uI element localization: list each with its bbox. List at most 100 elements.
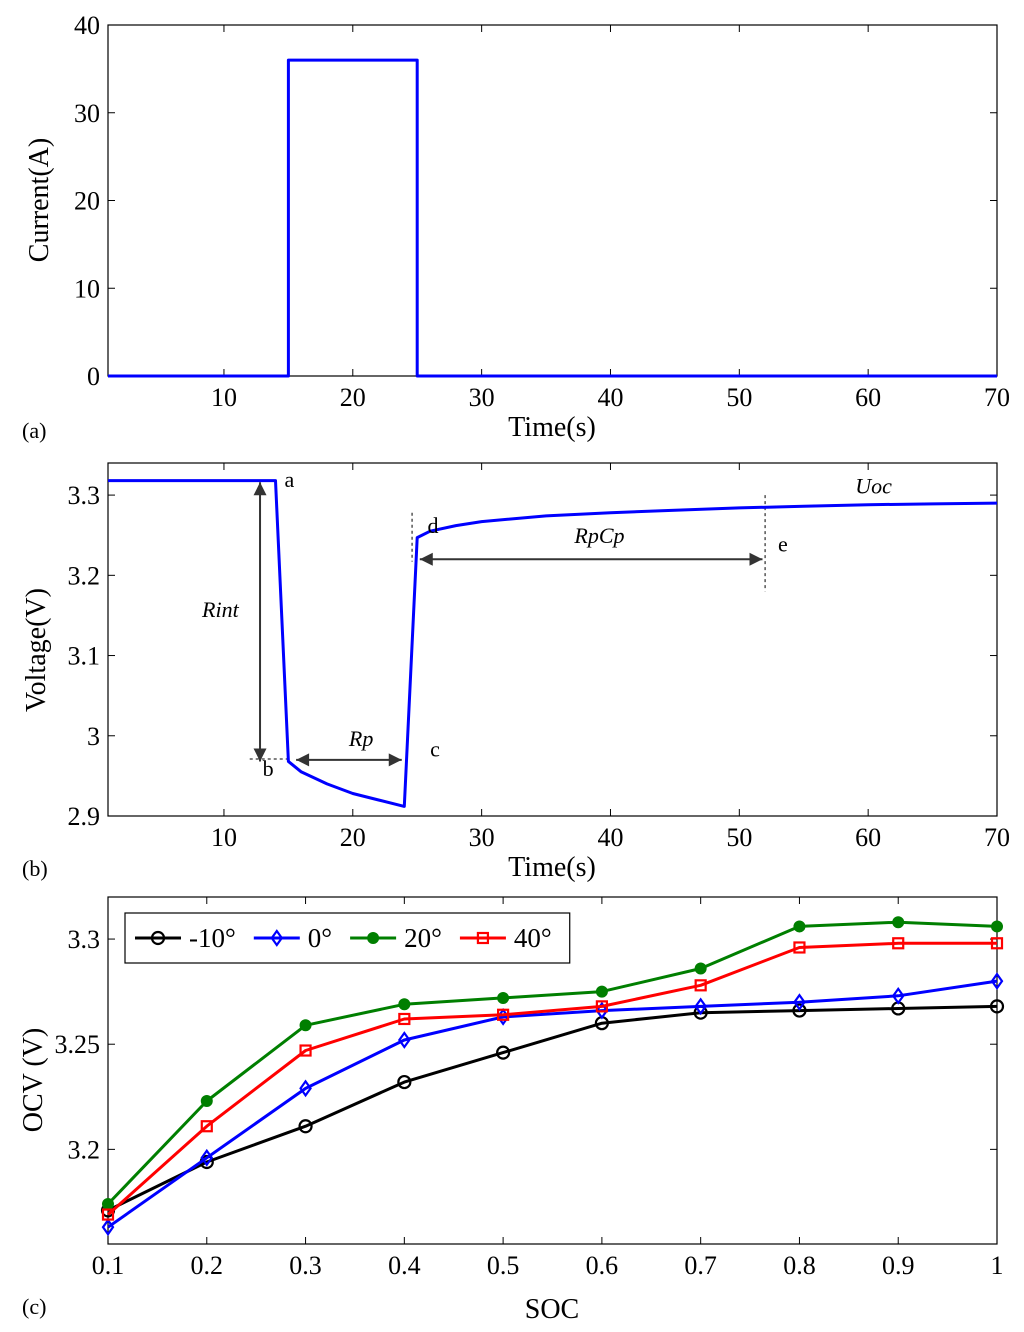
chart-c-point bbox=[299, 1079, 312, 1098]
chart-a-lines bbox=[108, 58, 997, 378]
chart-c-ytick-label: 3.2 bbox=[68, 1135, 101, 1164]
chart-c-point bbox=[792, 1003, 807, 1018]
chart-a-xtick-label: 40 bbox=[597, 383, 623, 412]
chart-b-annotation: c bbox=[430, 737, 440, 762]
chart-b-ytick-label: 3.3 bbox=[68, 481, 101, 510]
chart-a-xtick-label: 10 bbox=[211, 383, 237, 412]
chart-b-xtick-label: 70 bbox=[984, 823, 1010, 852]
chart-c-ytick-label: 3.3 bbox=[68, 925, 101, 954]
chart-c: 0.1 0.2 0.3 0.4 0.5 0.6 0.7 0.8 0.9 1 3.2 3.25 3.3 -… bbox=[18, 896, 1005, 1325]
chart-b-xtick-label: 10 bbox=[211, 823, 237, 852]
chart-c-ytick-label: 3.25 bbox=[55, 1030, 101, 1059]
chart-c-series-line bbox=[107, 979, 998, 1229]
chart-b-arrow-head bbox=[419, 552, 433, 566]
chart-c-point bbox=[101, 1218, 115, 1237]
chart-c-point bbox=[793, 941, 806, 954]
chart-c-point bbox=[496, 1045, 511, 1060]
chart-c-point bbox=[694, 962, 707, 975]
chart-b-plot-frame bbox=[107, 462, 998, 817]
chart-b-xtick-label: 40 bbox=[597, 823, 623, 852]
chart-b-series-line bbox=[108, 479, 998, 808]
chart-a-xlabel: Time(s) bbox=[508, 412, 596, 443]
chart-c-xtick-label: 0.3 bbox=[289, 1251, 322, 1280]
chart-a: 10 20 30 40 50 60 70 0 10 20 30 40 Time(s) Current(… bbox=[24, 11, 1010, 443]
chart-c-point bbox=[595, 1000, 608, 1013]
chart-b-ytick-label: 3.2 bbox=[68, 561, 101, 590]
chart-c-xtick-label: 0.7 bbox=[684, 1251, 717, 1280]
chart-c-xtick-label: 0.2 bbox=[191, 1251, 224, 1280]
chart-c-series-line bbox=[106, 920, 998, 1206]
chart-b-annotation: RpCp bbox=[573, 523, 624, 548]
chart-c-legend-marker bbox=[367, 932, 380, 944]
chart-a-ylabel: Current(A) bbox=[24, 138, 55, 262]
chart-a-ticks: 10 20 30 40 50 60 70 0 10 20 30 40 bbox=[74, 11, 1010, 412]
chart-b-arrow-head bbox=[388, 753, 402, 767]
chart-c-point bbox=[299, 1044, 312, 1057]
chart-b-xtick-label: 60 bbox=[855, 823, 881, 852]
chart-c-point bbox=[694, 997, 708, 1016]
chart-c-series-line bbox=[107, 1004, 998, 1212]
chart-c-point bbox=[892, 937, 905, 950]
chart-c-legend-label: 40° bbox=[514, 923, 552, 953]
chart-c-point bbox=[595, 1001, 609, 1020]
chart-c-point bbox=[694, 979, 707, 992]
chart-c-point bbox=[793, 920, 806, 933]
chart-c-legend: -10° 0° 20° 40° bbox=[124, 912, 571, 964]
chart-c-series-line bbox=[106, 941, 997, 1216]
chart-c-point bbox=[497, 991, 510, 1004]
chart-c-legend-marker bbox=[270, 929, 284, 947]
chart-c-point bbox=[299, 1019, 312, 1032]
chart-c-xlabel: SOC bbox=[525, 1294, 579, 1325]
chart-b-annotation: a bbox=[285, 467, 295, 492]
chart-b-annotations: a b c d e Rint Rp RpCp Uoc bbox=[201, 467, 892, 781]
chart-c-point bbox=[200, 1120, 213, 1133]
chart-b-annotation: e bbox=[778, 531, 788, 556]
chart-a-ytick-label: 0 bbox=[87, 362, 100, 391]
chart-a-ytick-label: 30 bbox=[74, 99, 100, 128]
chart-c-point bbox=[200, 1094, 213, 1107]
chart-c-legend-marker bbox=[476, 931, 490, 945]
chart-b-annotation: Uoc bbox=[855, 473, 892, 498]
chart-c-point bbox=[497, 1008, 510, 1021]
chart-b-lines bbox=[108, 479, 998, 808]
chart-a-xtick-label: 70 bbox=[984, 383, 1010, 412]
chart-c-point bbox=[298, 1119, 313, 1134]
chart-c-point bbox=[398, 998, 411, 1011]
chart-a-ytick-label: 20 bbox=[74, 187, 100, 216]
chart-b-arrow-head bbox=[253, 748, 267, 762]
chart-c-point bbox=[990, 972, 1004, 991]
chart-c-legend-label: 0° bbox=[308, 923, 332, 953]
chart-b-ytick-label: 2.9 bbox=[68, 802, 101, 831]
chart-c-point bbox=[101, 1208, 115, 1221]
chart-a-axes bbox=[107, 24, 998, 377]
chart-a-plot-frame bbox=[107, 24, 998, 377]
chart-c-point bbox=[990, 937, 1004, 950]
chart-c-xtick-label: 1 bbox=[991, 1251, 1004, 1280]
chart-b-arrow-head bbox=[296, 753, 310, 767]
chart-c-xtick-label: 0.1 bbox=[92, 1251, 125, 1280]
chart-c-point bbox=[891, 986, 905, 1005]
chart-c-plot-frame bbox=[107, 896, 998, 1245]
chart-a-xtick-label: 60 bbox=[855, 383, 881, 412]
panel-tag-b: (b) bbox=[22, 856, 48, 881]
chart-b-ytick-label: 3.1 bbox=[68, 642, 101, 671]
chart-b-arrow-head bbox=[253, 482, 267, 496]
chart-c-point bbox=[991, 920, 1003, 933]
chart-c-ylabel: OCV (V) bbox=[18, 1028, 49, 1132]
chart-c-legend-label: -10° bbox=[189, 923, 236, 953]
chart-b-annotation: Rint bbox=[201, 597, 240, 622]
chart-c-point bbox=[397, 1031, 411, 1049]
panel-tag-c: (c) bbox=[22, 1294, 46, 1319]
chart-b-ticks: 10 20 30 40 50 60 70 2.9 3 3.1 3.2 3.3 bbox=[68, 481, 1011, 852]
chart-b-ytick-label: 3 bbox=[87, 722, 100, 751]
chart-c-point bbox=[102, 1198, 114, 1211]
chart-b-reference-lines bbox=[249, 495, 766, 760]
chart-c-xtick-label: 0.6 bbox=[586, 1251, 619, 1280]
chart-b: a b c d e Rint Rp RpCp Uoc 10 20 30 40 50 60 70 2.9 3 3.1… bbox=[21, 462, 1011, 883]
chart-b-xlabel: Time(s) bbox=[508, 852, 596, 883]
chart-c-point bbox=[892, 916, 905, 929]
chart-c-axes bbox=[107, 896, 998, 1245]
chart-b-annotation: d bbox=[428, 513, 439, 538]
chart-a-ytick-label: 40 bbox=[74, 11, 100, 40]
